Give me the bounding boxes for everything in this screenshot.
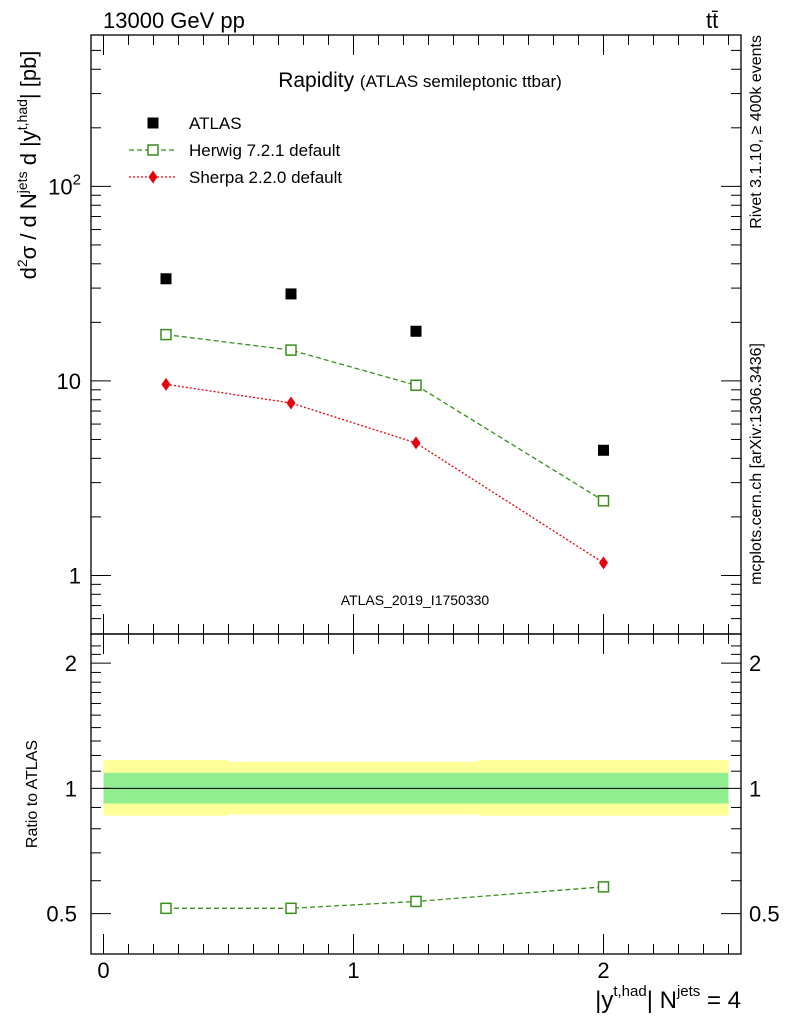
legend-label-1: Herwig 7.2.1 default xyxy=(189,141,340,160)
data-point-1-0 xyxy=(160,328,172,341)
x-axis-label-part-4: = 4 xyxy=(700,987,741,1014)
ratio-point-0-2 xyxy=(410,895,422,908)
x-axis-label-part-1: t,had xyxy=(613,983,646,1000)
x-axis-label-part-3: jets xyxy=(676,983,700,1000)
x-tick-label: 2 xyxy=(597,958,609,983)
data-point-1-1 xyxy=(285,344,297,356)
x-axis-label-part-2: | N xyxy=(647,987,677,1014)
data-point-1-2 xyxy=(410,379,422,391)
data-point-0-2 xyxy=(410,325,422,337)
data-point-0-3 xyxy=(598,444,609,456)
series-layer xyxy=(160,273,610,915)
data-point-0-0 xyxy=(160,273,172,285)
ratio-frame xyxy=(90,633,742,955)
ratio-y-tick-label-left: 0.5 xyxy=(46,902,77,927)
main-y-tick-label-base: 10 xyxy=(48,174,72,199)
series-line-1 xyxy=(165,333,604,502)
legend-marker-1 xyxy=(147,144,159,156)
x-tick-label: 0 xyxy=(97,958,109,983)
axes xyxy=(90,34,742,955)
legend-marker-0 xyxy=(147,117,159,129)
ratio-point-0-1 xyxy=(285,902,297,915)
legend-label-2: Sherpa 2.2.0 default xyxy=(189,168,342,187)
header-left: 13000 GeV pp xyxy=(103,8,245,33)
data-point-2-3 xyxy=(599,556,608,570)
ratio-y-tick-label-left: 1 xyxy=(65,776,77,801)
chart-title-main: Rapidity xyxy=(278,69,360,92)
data-point-2-1 xyxy=(286,396,296,410)
main-y-axis-label-part-3: jets xyxy=(14,171,30,194)
side-label-top: Rivet 3.1.10, ≥ 400k events xyxy=(748,35,765,229)
analysis-watermark: ATLAS_2019_I1750330 xyxy=(341,592,490,608)
main-y-tick-label: 1 xyxy=(69,563,81,588)
main-y-axis-label-part-0: d xyxy=(16,267,41,279)
data-point-1-3 xyxy=(597,495,610,507)
x-tick-label: 1 xyxy=(347,958,359,983)
ratio-y-tick-label-right: 1 xyxy=(749,776,761,801)
x-axis-label-part-0: |y xyxy=(595,987,613,1014)
side-label-bottom: mcplots.cern.ch [arXiv:1306.3436] xyxy=(748,343,765,585)
ratio-bands xyxy=(103,760,729,816)
main-y-tick-label-base: 10 xyxy=(57,369,81,394)
chart-subtitle: (ATLAS semileptonic ttbar) xyxy=(360,72,562,91)
main-y-tick-label: 102 xyxy=(48,171,81,199)
main-y-axis-label-part-6: | [pb] xyxy=(16,51,41,100)
ratio-line-0 xyxy=(166,886,604,909)
ratio-point-0-3 xyxy=(597,881,610,893)
legend-marker-2 xyxy=(148,170,158,184)
main-y-tick-label: 10 xyxy=(57,369,81,394)
main-y-axis-label-part-5: t,had xyxy=(14,99,30,130)
main-y-axis-label: d2σ / d Njets d |yt,had| [pb] xyxy=(14,51,41,280)
x-axis-label: |yt,had| Njets = 4 xyxy=(595,983,741,1014)
data-point-0-1 xyxy=(285,288,297,300)
legend-label-0: ATLAS xyxy=(189,114,242,133)
data-point-2-0 xyxy=(161,377,171,391)
main-y-tick-label-base: 1 xyxy=(69,563,81,588)
header-right: tt̄ xyxy=(706,8,719,33)
series-line-2 xyxy=(165,383,604,564)
ratio-y-tick-label-right: 0.5 xyxy=(749,902,780,927)
main-y-tick-label-exp: 2 xyxy=(73,171,81,188)
main-y-axis-label-part-4: d |y xyxy=(16,130,41,171)
ratio-y-tick-label-right: 2 xyxy=(749,651,761,676)
ratio-y-axis-label: Ratio to ATLAS xyxy=(24,740,41,848)
ratio-point-0-0 xyxy=(160,902,172,915)
main-y-axis-label-part-1: 2 xyxy=(14,259,30,267)
chart-title: Rapidity (ATLAS semileptonic ttbar) xyxy=(278,69,562,92)
ratio-y-tick-label-left: 2 xyxy=(65,651,77,676)
data-point-2-2 xyxy=(411,436,421,450)
main-y-axis-label-part-2: σ / d N xyxy=(16,193,41,259)
